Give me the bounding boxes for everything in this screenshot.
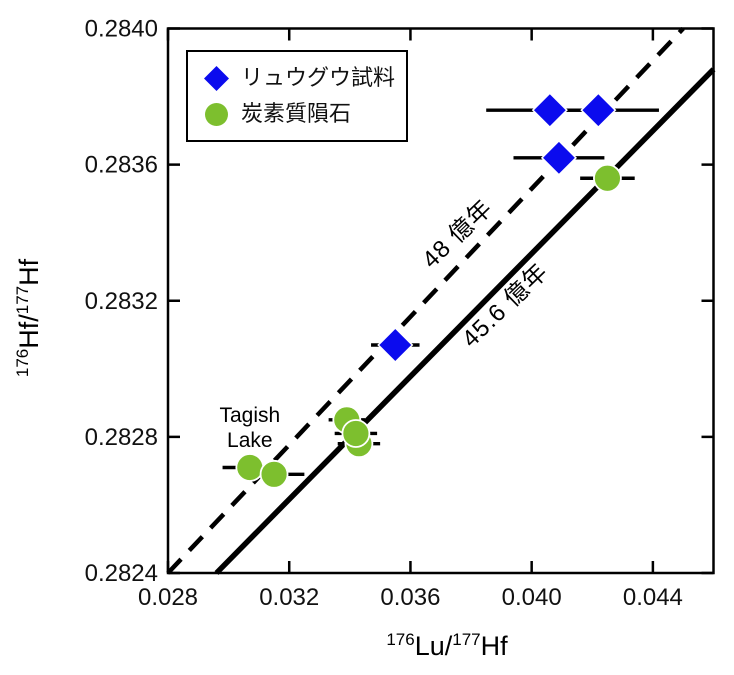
y-axis-title: 176Hf/177Hf — [13, 208, 47, 428]
y-tick-label: 0.2828 — [85, 424, 158, 451]
y-title-sup-b: 177 — [13, 285, 32, 315]
x-tick-label: 0.040 — [502, 584, 562, 611]
legend-circle-icon — [205, 102, 228, 126]
x-tick-label: 0.044 — [623, 584, 683, 611]
data-point-circle — [235, 453, 265, 482]
legend-diamond-icon — [204, 65, 229, 91]
x-title-sup-b: 177 — [452, 630, 481, 649]
x-tick-label: 0.036 — [380, 584, 440, 611]
x-tick-label: 0.032 — [259, 584, 319, 611]
y-title-sup-a: 176 — [13, 348, 32, 378]
x-title-base-b: Hf — [480, 631, 508, 661]
isochron-age-label: 45.6 億年 — [457, 258, 554, 353]
data-point-diamond — [540, 139, 578, 176]
legend: リュウグウ試料 炭素質隕石 — [186, 50, 408, 142]
data-point-circle — [593, 163, 622, 193]
x-title-base-a: Lu/ — [414, 631, 453, 661]
legend-item-ryugu: リュウグウ試料 — [203, 65, 406, 92]
y-tick-label: 0.2840 — [85, 16, 158, 43]
annotation-text: Lake — [227, 429, 273, 452]
data-point-circle — [341, 419, 371, 448]
y-tick-label: 0.2836 — [85, 152, 158, 179]
isochron-age-label: 48 億年 — [417, 194, 498, 273]
y-tick-label: 0.2832 — [85, 288, 158, 315]
data-point-diamond — [580, 92, 617, 129]
data-point-diamond — [377, 326, 414, 364]
legend-label-meteorite: 炭素質隕石 — [241, 101, 352, 126]
data-point-circle — [259, 459, 289, 489]
y-tick-label: 0.2824 — [85, 560, 158, 587]
annotation-text: Tagish — [219, 404, 280, 427]
x-tick-label: 0.028 — [138, 584, 198, 611]
x-axis-title: 176Lu/177Hf — [297, 630, 597, 662]
isochron-solid-line — [214, 67, 716, 575]
y-title-base-a: Hf/ — [14, 314, 44, 349]
y-title-base-b: Hf — [14, 258, 44, 286]
legend-label-ryugu: リュウグウ試料 — [241, 65, 396, 90]
x-title-sup-a: 176 — [386, 630, 415, 649]
data-point-diamond — [531, 92, 568, 129]
legend-item-meteorite: 炭素質隕石 — [203, 101, 406, 128]
